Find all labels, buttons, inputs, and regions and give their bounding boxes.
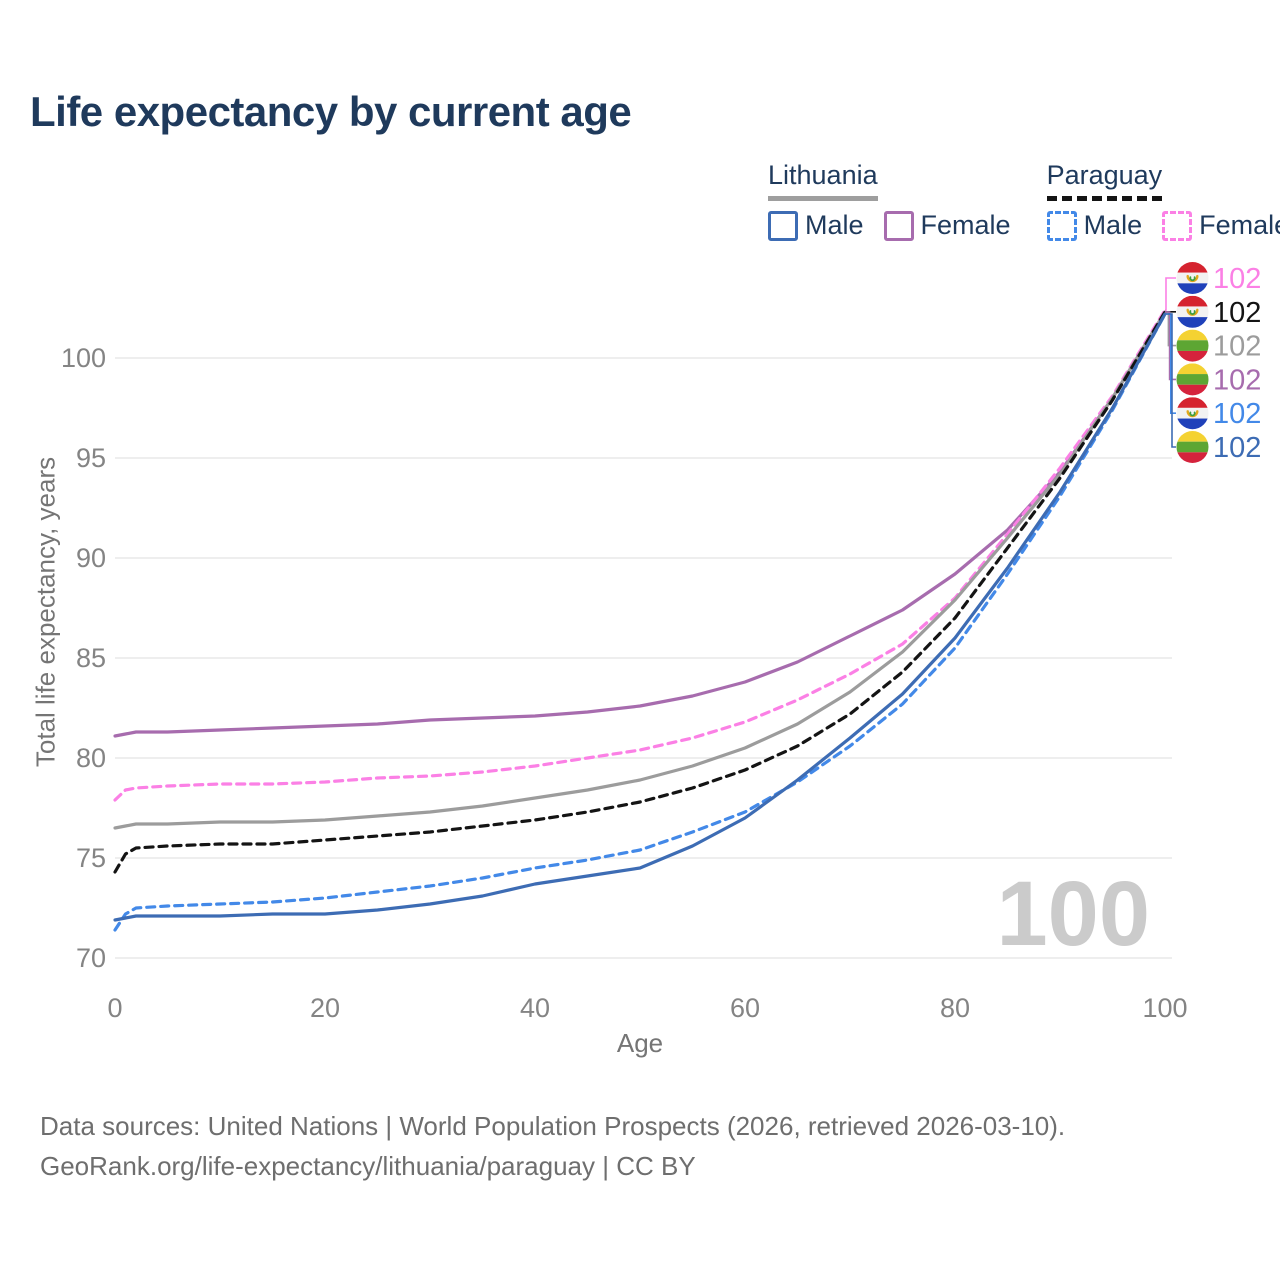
legend-sex-row-paraguay: Male Female	[1046, 210, 1280, 241]
series-line-py-female	[113, 308, 1167, 802]
series-line-lt-female	[113, 310, 1167, 738]
y-tick-label-95: 95	[76, 443, 106, 473]
end-value-label-lt-male: 102	[1213, 432, 1261, 464]
current-age-watermark: 100	[996, 863, 1151, 965]
legend-swatch-lithuania-female-icon	[883, 210, 914, 241]
legend-label: Male	[805, 210, 864, 240]
legend-country-lithuania[interactable]: Lithuania	[768, 160, 878, 201]
y-tick-label-70: 70	[76, 943, 106, 973]
legend-toggle-lithuania-female[interactable]: Female	[883, 210, 1011, 241]
footer-attribution: GeoRank.org/life-expectancy/lithuania/pa…	[40, 1151, 696, 1182]
legend-country-paraguay[interactable]: Paraguay	[1046, 160, 1163, 201]
x-axis-title: Age	[616, 1028, 664, 1058]
flag-icon-paraguay	[1176, 295, 1209, 328]
end-value-label-py-female: 102	[1213, 263, 1261, 295]
end-value-label-lt-female: 102	[1213, 364, 1261, 396]
x-tick-label-60: 60	[730, 993, 760, 1023]
legend-toggle-paraguay-male[interactable]: Male	[1046, 210, 1143, 241]
x-tick-label-80: 80	[940, 993, 970, 1023]
legend-label: Female	[920, 210, 1011, 240]
legend-swatch-paraguay-female-icon	[1162, 210, 1193, 241]
y-tick-label-80: 80	[76, 743, 106, 773]
legend-swatch-paraguay-male-icon	[1046, 210, 1077, 241]
legend-sex-row-lithuania: Male Female	[768, 210, 1011, 241]
x-tick-label-20: 20	[310, 993, 340, 1023]
end-value-label-lt-total: 102	[1213, 331, 1261, 363]
legend-toggle-paraguay-female[interactable]: Female	[1162, 210, 1280, 241]
flag-icon-lithuania	[1176, 431, 1209, 463]
series-line-lt-male	[113, 312, 1167, 922]
chart-legend: Lithuania Male Female Paraguay Male	[768, 160, 1280, 241]
legend-label: Male	[1083, 210, 1143, 240]
legend-swatch-lithuania-male-icon	[768, 210, 798, 241]
x-tick-label-0: 0	[107, 993, 122, 1023]
flag-icon-paraguay	[1176, 397, 1209, 430]
x-tick-label-100: 100	[1142, 993, 1187, 1023]
y-tick-label-75: 75	[76, 843, 106, 873]
flag-icon-paraguay	[1176, 262, 1209, 294]
y-tick-label-90: 90	[76, 543, 106, 573]
y-axis-title: Total life expectancy, years	[30, 456, 61, 768]
series-line-lt-total	[113, 310, 1167, 830]
series-line-py-total	[113, 310, 1167, 874]
legend-label: Female	[1199, 210, 1280, 240]
end-value-label-py-total: 102	[1213, 297, 1261, 329]
series-line-py-male	[113, 312, 1167, 932]
end-label-connector-lt-male	[1165, 313, 1176, 448]
flag-icon-lithuania	[1176, 329, 1209, 362]
legend-toggle-lithuania-male[interactable]: Male	[768, 210, 864, 241]
y-tick-label-85: 85	[76, 643, 106, 673]
end-label-connector-py-male	[1165, 313, 1176, 415]
flag-icon-lithuania	[1176, 363, 1209, 396]
page-title: Life expectancy by current age	[30, 88, 632, 135]
footer: Data sources: United Nations | World Pop…	[40, 1106, 1065, 1187]
end-value-label-py-male: 102	[1213, 398, 1261, 430]
legend-group-paraguay: Paraguay Male Female	[1046, 160, 1280, 241]
footer-data-sources: Data sources: United Nations | World Pop…	[40, 1111, 1066, 1141]
y-tick-label-100: 100	[61, 343, 106, 373]
legend-group-lithuania: Lithuania Male Female	[768, 160, 1011, 241]
x-tick-label-40: 40	[520, 993, 550, 1023]
end-label-connector-py-female	[1165, 277, 1176, 311]
